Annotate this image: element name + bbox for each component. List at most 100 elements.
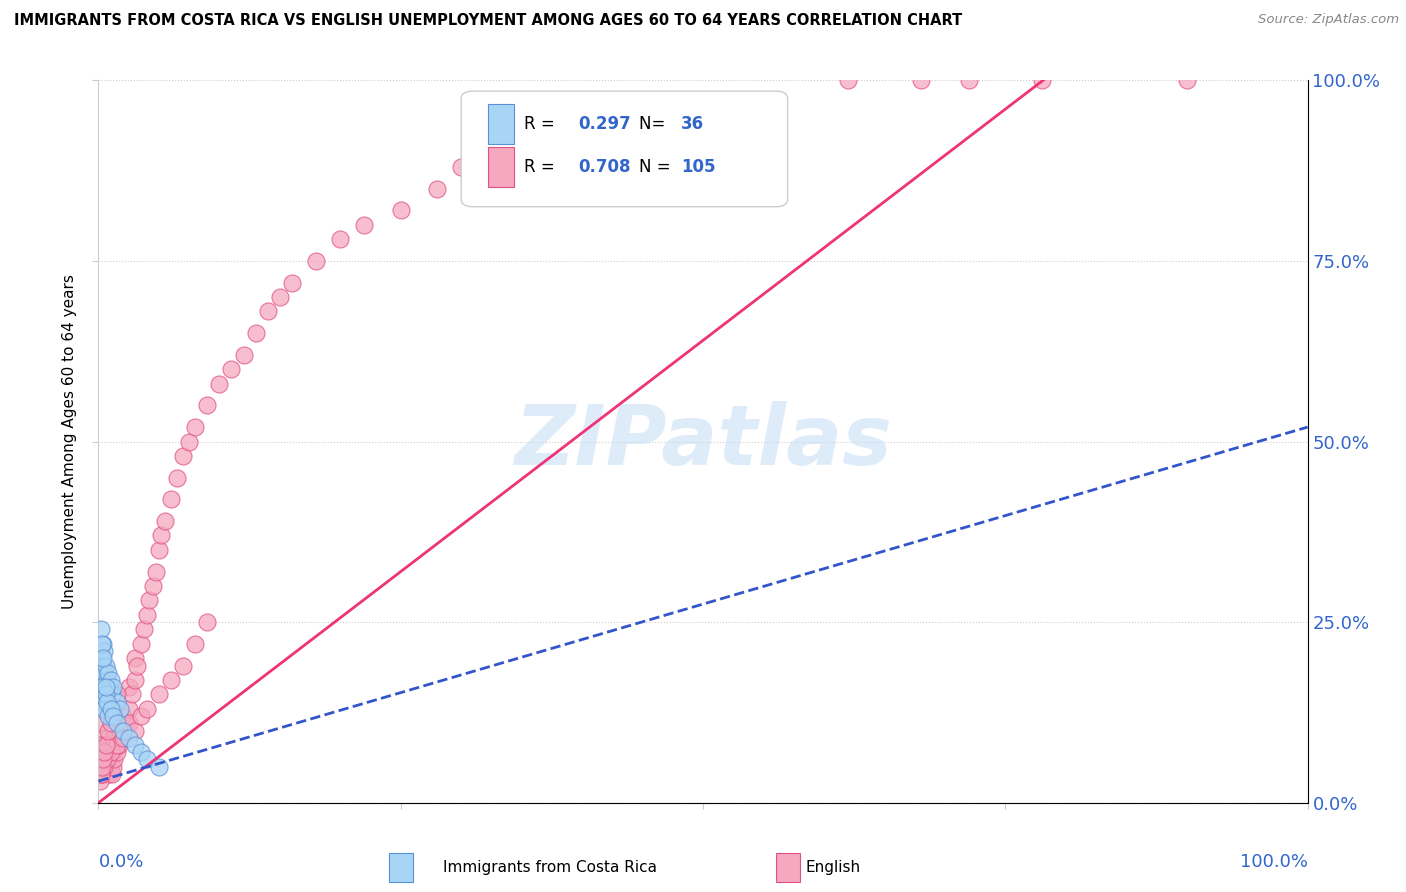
Point — [184, 420, 207, 434]
Point — [124, 651, 146, 665]
Point — [134, 623, 156, 637]
Text: Source: ZipAtlas.com: Source: ZipAtlas.com — [1258, 13, 1399, 27]
Point — [100, 673, 122, 687]
Point — [96, 673, 118, 687]
Point — [91, 651, 114, 665]
Point — [329, 232, 352, 246]
Point — [89, 716, 111, 731]
Text: N =: N = — [638, 158, 676, 176]
Point — [94, 680, 117, 694]
Point — [108, 738, 131, 752]
Point — [108, 723, 131, 738]
Point — [129, 637, 152, 651]
Point — [135, 752, 157, 766]
Point — [100, 745, 122, 759]
Point — [184, 637, 207, 651]
Point — [104, 738, 127, 752]
Point — [94, 760, 117, 774]
Text: N=: N= — [638, 115, 671, 133]
Point — [93, 760, 115, 774]
Point — [101, 702, 124, 716]
Point — [91, 673, 114, 687]
Point — [118, 716, 141, 731]
Text: R =: R = — [524, 158, 560, 176]
Point — [118, 680, 141, 694]
Point — [90, 687, 112, 701]
Text: 0.297: 0.297 — [578, 115, 631, 133]
Point — [124, 738, 146, 752]
Point — [89, 745, 111, 759]
Point — [135, 607, 157, 622]
Point — [91, 680, 114, 694]
Point — [94, 738, 117, 752]
Point — [135, 702, 157, 716]
Text: ZIPatlas: ZIPatlas — [515, 401, 891, 482]
Point — [107, 731, 129, 745]
Point — [97, 738, 120, 752]
Point — [450, 160, 472, 174]
Point — [389, 203, 412, 218]
FancyBboxPatch shape — [461, 91, 787, 207]
Point — [100, 760, 122, 774]
Point — [103, 752, 125, 766]
Point — [100, 687, 122, 701]
Point — [232, 348, 254, 362]
Point — [91, 637, 114, 651]
Point — [96, 752, 118, 766]
Point — [179, 434, 201, 449]
Point — [166, 470, 188, 484]
Text: Immigrants from Costa Rica: Immigrants from Costa Rica — [443, 860, 657, 875]
Point — [150, 528, 173, 542]
Point — [90, 752, 112, 766]
Text: 0.708: 0.708 — [578, 158, 631, 176]
Point — [91, 637, 114, 651]
Point — [90, 738, 112, 752]
Point — [105, 716, 128, 731]
Point — [105, 687, 128, 701]
Point — [138, 593, 160, 607]
Point — [1031, 73, 1053, 87]
Point — [93, 767, 115, 781]
Point — [172, 449, 194, 463]
Point — [89, 774, 111, 789]
Point — [153, 514, 176, 528]
Point — [105, 745, 128, 759]
Point — [101, 731, 124, 745]
Point — [89, 702, 111, 716]
Point — [90, 665, 112, 680]
Point — [256, 304, 278, 318]
Point — [89, 731, 111, 745]
Point — [221, 362, 243, 376]
Point — [91, 760, 114, 774]
Point — [93, 644, 115, 658]
Point — [100, 745, 122, 759]
Point — [90, 738, 112, 752]
Point — [195, 398, 218, 412]
Point — [148, 687, 170, 701]
Point — [93, 752, 115, 766]
Point — [145, 565, 167, 579]
Point — [111, 723, 134, 738]
Point — [129, 745, 152, 759]
Point — [91, 658, 114, 673]
Point — [426, 182, 449, 196]
Point — [91, 752, 114, 766]
Point — [124, 673, 146, 687]
Text: IMMIGRANTS FROM COSTA RICA VS ENGLISH UNEMPLOYMENT AMONG AGES 60 TO 64 YEARS COR: IMMIGRANTS FROM COSTA RICA VS ENGLISH UN… — [14, 13, 962, 29]
Text: 36: 36 — [682, 115, 704, 133]
Point — [94, 745, 117, 759]
Point — [91, 760, 114, 774]
Point — [94, 687, 117, 701]
Point — [208, 376, 231, 391]
Point — [91, 738, 114, 752]
Point — [91, 745, 114, 759]
Point — [142, 579, 165, 593]
Point — [108, 723, 131, 738]
Point — [91, 651, 114, 665]
Point — [281, 276, 304, 290]
Point — [305, 253, 328, 268]
Bar — [388, 854, 413, 882]
Text: R =: R = — [524, 115, 560, 133]
Point — [172, 658, 194, 673]
Point — [90, 767, 112, 781]
